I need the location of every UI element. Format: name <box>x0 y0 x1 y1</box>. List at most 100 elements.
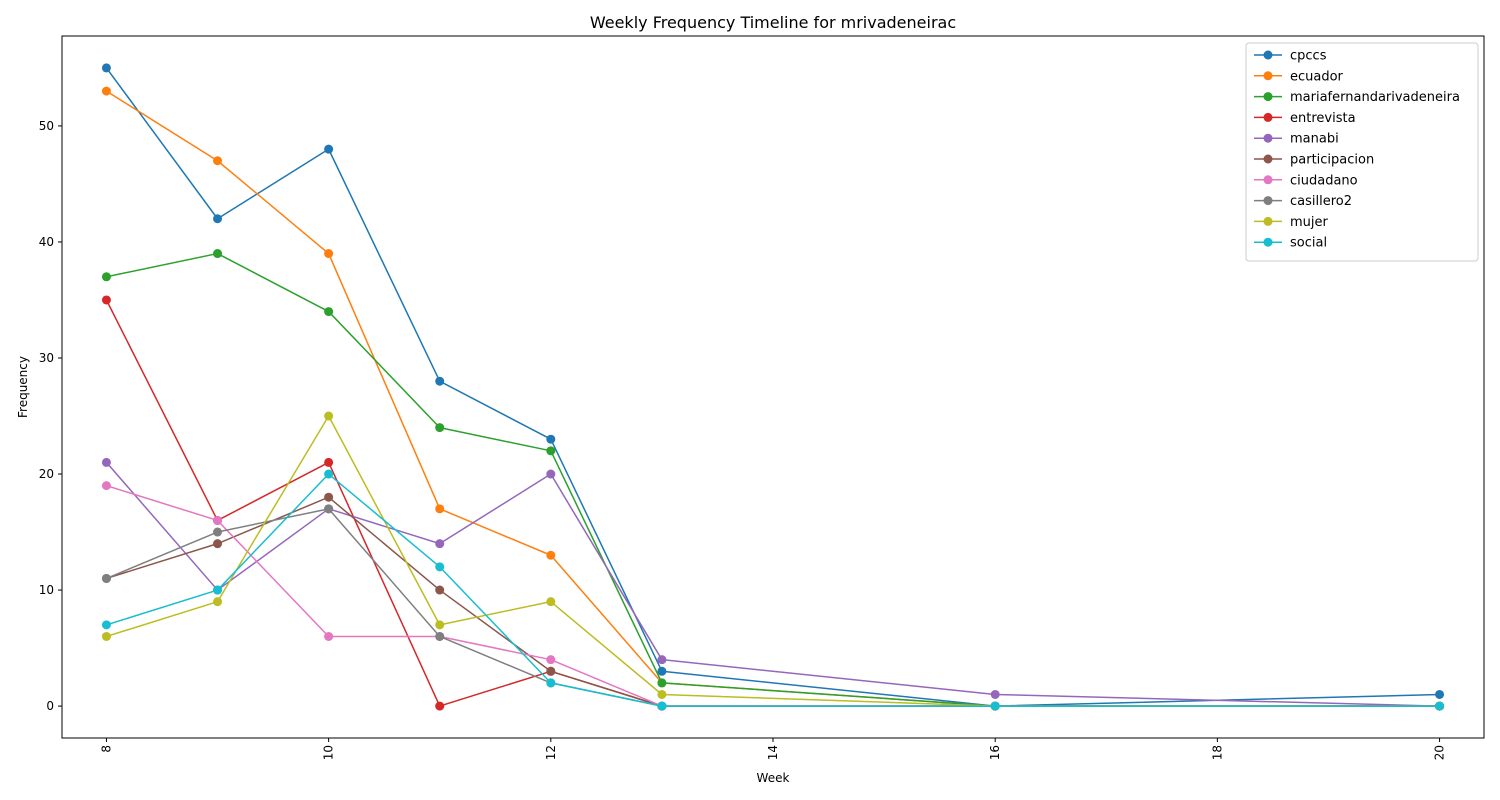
legend-swatch-marker <box>1263 50 1273 60</box>
data-point-manabi <box>546 469 556 479</box>
legend-swatch-marker <box>1263 92 1273 102</box>
legend-label: cpccs <box>1290 49 1327 64</box>
data-point-entrevista <box>324 457 334 467</box>
data-point-entrevista <box>101 295 111 305</box>
data-point-manabi <box>435 539 445 549</box>
legend-label: ecuador <box>1290 69 1344 84</box>
legend-label: mujer <box>1290 215 1329 230</box>
data-point-social <box>435 562 445 572</box>
data-point-participacion <box>546 666 556 676</box>
data-point-social <box>657 701 667 711</box>
legend-swatch-marker <box>1263 154 1273 164</box>
legend-swatch-marker <box>1263 175 1273 185</box>
data-point-cpccs <box>657 666 667 676</box>
series-line-cpccs <box>105 67 1440 707</box>
data-point-ciudadano <box>546 655 556 665</box>
legend-label: manabi <box>1290 132 1339 147</box>
legend-item-cpccs: cpccs <box>1254 49 1327 64</box>
data-point-ecuador <box>101 86 111 96</box>
legend-swatch-marker <box>1263 216 1273 226</box>
data-point-cpccs <box>546 434 556 444</box>
data-point-ecuador <box>435 504 445 514</box>
data-point-casillero2 <box>324 504 334 514</box>
data-point-mariafernandarivadeneira <box>101 272 111 282</box>
data-point-manabi <box>101 457 111 467</box>
series-line-manabi <box>105 461 1440 707</box>
data-point-casillero2 <box>213 527 223 537</box>
data-point-casillero2 <box>101 573 111 583</box>
data-point-ciudadano <box>213 515 223 525</box>
data-point-participacion <box>324 492 334 502</box>
data-point-ecuador <box>546 550 556 560</box>
data-point-ecuador <box>324 249 334 259</box>
data-point-mujer <box>324 411 334 421</box>
legend-item-mujer: mujer <box>1254 215 1329 230</box>
x-tick-label: 16 <box>988 745 1002 760</box>
data-point-cpccs <box>101 63 111 73</box>
legend-label: casillero2 <box>1290 194 1352 209</box>
legend-swatch-marker <box>1263 71 1273 81</box>
x-tick-label: 8 <box>99 745 113 753</box>
data-point-entrevista <box>435 701 445 711</box>
data-point-manabi <box>990 689 1000 699</box>
data-point-social <box>546 678 556 688</box>
series-line-mariafernandarivadeneira <box>106 252 1440 707</box>
y-tick-label: 10 <box>39 583 54 597</box>
data-point-cpccs <box>1435 689 1445 699</box>
data-point-mujer <box>213 597 223 607</box>
legend-swatch-marker <box>1263 133 1273 143</box>
data-point-ecuador <box>213 156 223 166</box>
legend-item-manabi: manabi <box>1254 132 1339 147</box>
y-axis-title: Frequency <box>16 356 30 418</box>
legend-swatch-marker <box>1263 112 1273 122</box>
series-social <box>101 469 1445 711</box>
data-point-casillero2 <box>435 631 445 641</box>
legend: cpccs ecuador mariafernandarivadeneira entr… <box>1245 42 1479 262</box>
x-axis: 8 10 12 14 16 18 20 <box>99 738 1447 760</box>
data-point-mariafernandarivadeneira <box>546 446 556 456</box>
data-point-manabi <box>657 655 667 665</box>
data-point-mujer <box>435 620 445 630</box>
data-point-mujer <box>657 689 667 699</box>
data-point-cpccs <box>435 376 445 386</box>
x-tick-label: 18 <box>1210 745 1224 760</box>
x-axis-title: Week <box>757 771 790 785</box>
legend-swatch-marker <box>1263 196 1273 206</box>
series-layer <box>101 63 1445 711</box>
y-tick-label: 20 <box>39 467 54 481</box>
y-tick-label: 50 <box>39 119 54 133</box>
legend-item-entrevista: entrevista <box>1254 111 1356 126</box>
legend-item-casillero2: casillero2 <box>1254 194 1352 209</box>
x-tick-label: 20 <box>1433 745 1447 760</box>
legend-item-ecuador: ecuador <box>1254 69 1344 84</box>
data-point-mujer <box>546 597 556 607</box>
x-tick-label: 14 <box>766 745 780 760</box>
y-tick-label: 30 <box>39 351 54 365</box>
data-point-social <box>990 701 1000 711</box>
data-point-mariafernandarivadeneira <box>435 423 445 433</box>
legend-item-participacion: participacion <box>1254 153 1374 168</box>
legend-item-ciudadano: ciudadano <box>1254 173 1358 188</box>
legend-label: ciudadano <box>1290 173 1358 188</box>
data-point-social <box>324 469 334 479</box>
legend-label: mariafernandarivadeneira <box>1290 90 1460 105</box>
data-point-mariafernandarivadeneira <box>324 307 334 317</box>
legend-label: social <box>1290 236 1327 251</box>
x-tick-label: 12 <box>544 745 558 760</box>
legend-item-social: social <box>1254 236 1327 251</box>
legend-label: entrevista <box>1290 111 1356 126</box>
data-point-ciudadano <box>324 631 334 641</box>
legend-swatch-marker <box>1263 237 1273 247</box>
data-point-participacion <box>213 539 223 549</box>
data-point-participacion <box>435 585 445 595</box>
data-point-mujer <box>101 631 111 641</box>
data-point-mariafernandarivadeneira <box>657 678 667 688</box>
data-point-mariafernandarivadeneira <box>213 249 223 259</box>
data-point-ciudadano <box>101 481 111 491</box>
legend-item-mariafernandarivadeneira: mariafernandarivadeneira <box>1254 90 1460 105</box>
data-point-cpccs <box>213 214 223 224</box>
y-tick-label: 40 <box>39 235 54 249</box>
chart-title: Weekly Frequency Timeline for mrivadenei… <box>590 13 956 32</box>
data-point-social <box>1435 701 1445 711</box>
